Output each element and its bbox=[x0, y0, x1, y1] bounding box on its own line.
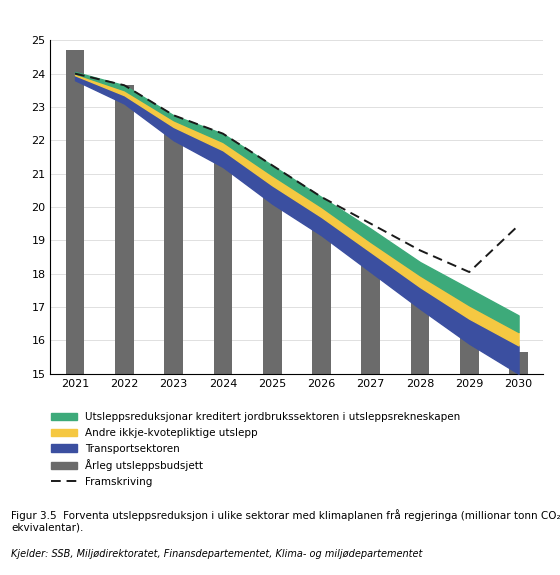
Text: Figur 3.5  Forventa utsleppsreduksjon i ulike sektorar med klimaplanen frå regje: Figur 3.5 Forventa utsleppsreduksjon i u… bbox=[11, 509, 560, 532]
Bar bbox=[164, 118, 183, 374]
Text: Kjelder: SSB, Miljødirektoratet, Finansdepartementet, Klima- og miljødepartement: Kjelder: SSB, Miljødirektoratet, Finansd… bbox=[11, 549, 423, 559]
Bar bbox=[115, 85, 134, 374]
Bar bbox=[66, 50, 85, 374]
Bar bbox=[509, 352, 528, 374]
Legend: Utsleppsreduksjonar kreditert jordbrukssektoren i utsleppsrekneskapen, Andre ikk: Utsleppsreduksjonar kreditert jordbrukss… bbox=[51, 412, 460, 487]
Bar bbox=[361, 252, 380, 374]
Bar bbox=[312, 217, 331, 374]
Bar bbox=[263, 187, 282, 374]
Bar bbox=[410, 285, 430, 374]
Bar bbox=[460, 319, 479, 374]
Bar bbox=[213, 152, 232, 374]
